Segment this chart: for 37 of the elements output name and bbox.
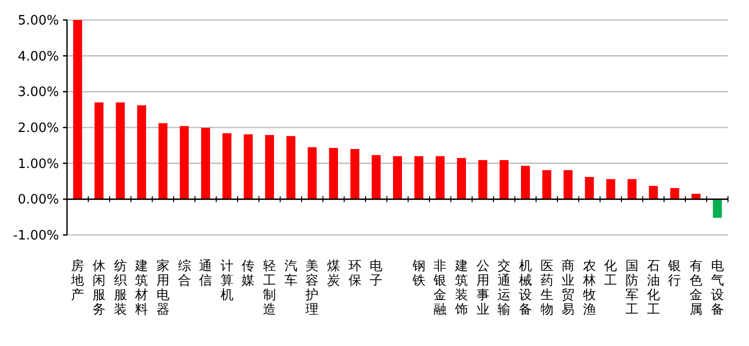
x-tick-label: 公用事业 xyxy=(476,259,490,318)
x-tick-label: 煤炭 xyxy=(327,259,340,288)
x-tick-label: 有色金属 xyxy=(690,259,703,318)
x-tick-label: 石油化工 xyxy=(646,259,660,318)
x-tick-label: 国防军工 xyxy=(626,259,639,318)
x-tick-label: 化工 xyxy=(604,259,618,288)
x-tick-label: 家用电器 xyxy=(156,258,170,318)
x-tick-label: 计算机 xyxy=(220,259,234,303)
x-tick-label: 汽车 xyxy=(284,259,298,288)
y-tick-label: 2.00% xyxy=(18,121,59,136)
x-tick-label: 休闲服务 xyxy=(92,259,106,318)
x-tick-label: 银行 xyxy=(667,259,682,288)
x-tick-label: 通信 xyxy=(199,259,212,288)
y-tick-label: 5.00% xyxy=(18,14,59,28)
x-tick-label: 交通运输 xyxy=(498,258,511,318)
y-tick-label: 4.00% xyxy=(18,49,59,64)
x-tick-label: 电子 xyxy=(370,259,383,288)
x-tick-label: 电气设备 xyxy=(710,259,724,318)
x-tick-label: 机械设备 xyxy=(518,259,532,318)
x-tick-label: 房地产 xyxy=(70,258,84,303)
x-tick-label: 农林牧渔 xyxy=(582,259,596,318)
x-tick-label: 美容护理 xyxy=(304,258,319,318)
x-tick-label: 钢铁 xyxy=(411,259,426,288)
x-tick-label: 医药生物 xyxy=(540,259,554,318)
x-tick-label: 环保 xyxy=(348,259,362,288)
y-tick-label: 3.00% xyxy=(18,85,59,100)
x-tick-label: 传媒 xyxy=(242,259,255,288)
y-tick-label: 0.00% xyxy=(18,192,59,208)
x-tick-label: 建筑装饰 xyxy=(454,259,468,318)
x-tick-label: 综合 xyxy=(178,259,191,288)
y-tick-label: 1.00% xyxy=(18,156,59,172)
x-tick-label: 建筑材料 xyxy=(134,259,148,318)
x-tick-label: 轻工制造 xyxy=(263,259,276,318)
y-tick-label: -1.00% xyxy=(13,228,59,244)
x-tick-label: 纺织服装 xyxy=(114,259,127,318)
x-tick-label: 商业贸易 xyxy=(562,259,575,318)
x-tick-label: 非银金融 xyxy=(432,259,447,318)
